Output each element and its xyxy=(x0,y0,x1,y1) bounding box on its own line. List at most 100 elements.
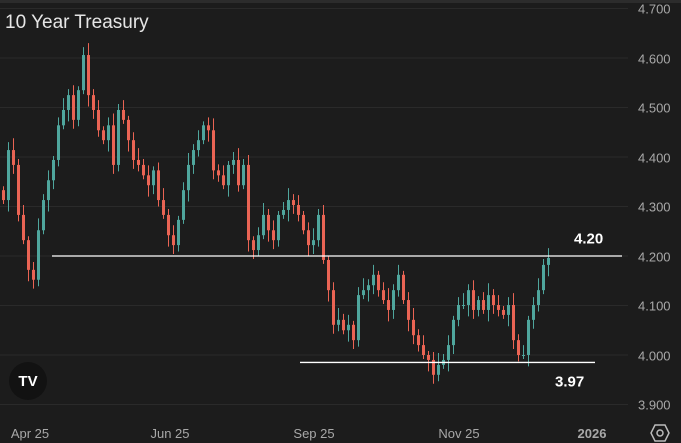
candle-body xyxy=(537,290,540,306)
logo-text: TV xyxy=(18,372,38,390)
candle-body xyxy=(72,95,75,120)
candle-body xyxy=(417,335,420,346)
candle-body xyxy=(107,125,110,141)
candle-body xyxy=(457,305,460,320)
top-bar xyxy=(0,0,681,3)
candle-body xyxy=(132,140,135,160)
candle-body xyxy=(497,305,500,310)
candle-body xyxy=(142,164,145,176)
candle-body xyxy=(227,164,230,186)
candle-body xyxy=(202,125,205,141)
candle-body xyxy=(192,150,195,165)
candle-body xyxy=(397,274,400,291)
candle-body xyxy=(27,240,30,270)
candle-body xyxy=(177,219,180,246)
x-tick-label: 2026 xyxy=(577,426,607,441)
y-tick-label: 4.300 xyxy=(638,199,671,215)
candle-body xyxy=(372,274,375,286)
candle-body xyxy=(502,309,505,315)
candle-body xyxy=(547,257,550,265)
candle-body xyxy=(492,295,495,306)
candle-body xyxy=(292,200,295,206)
y-tick-label: 4.500 xyxy=(638,100,671,116)
candle-body xyxy=(117,109,120,165)
candle-body xyxy=(527,319,530,355)
candle-body xyxy=(412,319,415,336)
candle-body xyxy=(282,209,285,215)
candle-body xyxy=(42,200,45,231)
candle-body xyxy=(387,300,390,310)
candle-body xyxy=(252,240,255,251)
candle-body xyxy=(382,290,385,301)
candle-body xyxy=(362,290,365,296)
candle-body xyxy=(52,159,55,181)
candle-body xyxy=(22,214,25,241)
y-tick-label: 4.200 xyxy=(638,249,671,265)
candle-body xyxy=(127,119,130,141)
candle-body xyxy=(302,214,305,231)
candle-body xyxy=(232,159,235,165)
candle-body xyxy=(377,274,380,291)
candle-body xyxy=(62,109,65,126)
y-tick-label: 4.400 xyxy=(638,150,671,166)
candle-body xyxy=(32,269,35,280)
candle-body xyxy=(257,235,260,251)
candle-body xyxy=(12,150,15,165)
candle-body xyxy=(512,305,515,341)
candle-body xyxy=(332,290,335,325)
candle-body xyxy=(7,150,10,201)
candle-body xyxy=(147,175,150,186)
level-label-resistance: 4.20 xyxy=(574,230,604,248)
candle-body xyxy=(167,214,170,236)
candle-body xyxy=(452,319,455,346)
candle-body xyxy=(392,290,395,310)
candle-body xyxy=(122,109,125,120)
candle-body xyxy=(187,164,190,191)
candle-body xyxy=(522,355,525,356)
settings-icon[interactable] xyxy=(650,424,670,442)
candle-body xyxy=(207,125,210,131)
candle-body xyxy=(347,324,350,331)
candle-body xyxy=(437,364,440,375)
tradingview-logo[interactable]: TV xyxy=(9,362,47,400)
candle-body xyxy=(182,190,185,220)
candle-body xyxy=(272,230,275,241)
candle-body xyxy=(482,300,485,310)
candle-body xyxy=(327,259,330,291)
candle-body xyxy=(427,355,430,360)
candle-body xyxy=(197,140,200,151)
candle-body xyxy=(507,305,510,315)
candle-body xyxy=(37,230,40,280)
y-tick-label: 4.100 xyxy=(638,298,671,314)
candle-body xyxy=(432,359,435,375)
candle-body xyxy=(422,345,425,355)
candle-body xyxy=(247,164,250,241)
y-tick-label: 4.000 xyxy=(638,348,671,364)
candle-body xyxy=(237,159,240,186)
x-tick-label: Nov 25 xyxy=(438,426,480,441)
candle-body xyxy=(212,130,215,171)
candle-body xyxy=(97,109,100,131)
candle-body xyxy=(87,55,90,96)
candle-body xyxy=(242,164,245,186)
candle-body xyxy=(77,90,80,120)
candle-body xyxy=(157,170,160,201)
candle-body xyxy=(312,240,315,246)
candle-body xyxy=(337,319,340,325)
candle-body xyxy=(402,274,405,301)
y-tick-label: 3.900 xyxy=(638,397,671,413)
candle-body xyxy=(277,214,280,241)
x-tick-label: Apr 25 xyxy=(10,426,50,441)
candle-body xyxy=(297,205,300,215)
candle-body xyxy=(102,130,105,141)
candle-body xyxy=(92,95,95,110)
candle-body xyxy=(287,200,290,210)
candle-body xyxy=(267,214,270,231)
candle-body xyxy=(477,300,480,310)
candle-body xyxy=(82,55,85,91)
x-tick-label: Sep 25 xyxy=(293,426,335,441)
candle-body xyxy=(17,164,20,215)
candle-body xyxy=(137,159,140,165)
y-tick-label: 4.600 xyxy=(638,51,671,67)
candle-body xyxy=(307,230,310,246)
